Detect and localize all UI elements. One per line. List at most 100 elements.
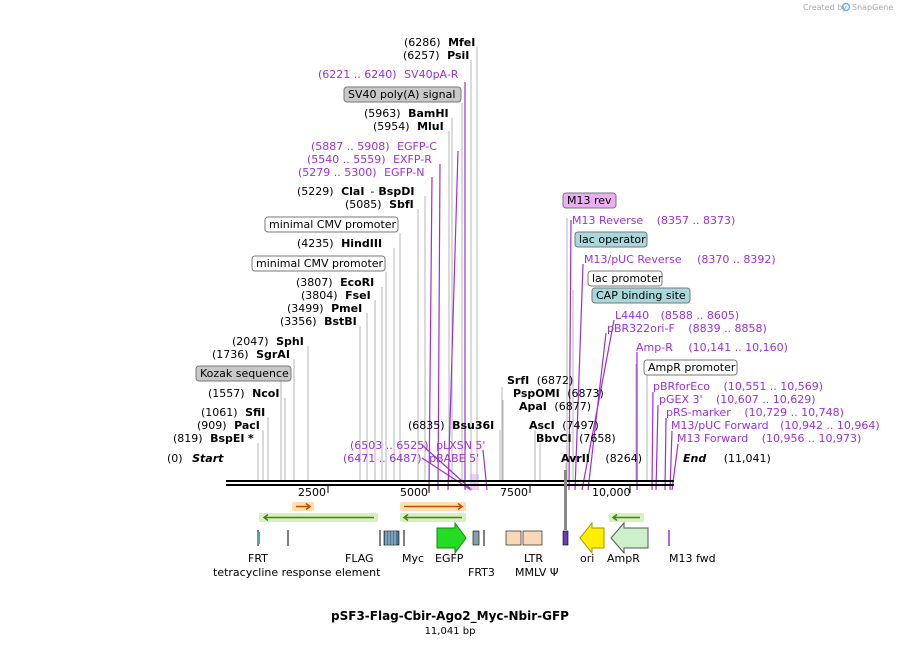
site-apai: ApaI (6877)	[519, 400, 591, 413]
primer-amp-r: Amp-R (10,141 .. 10,160)	[636, 341, 788, 354]
feature-frt3	[472, 530, 480, 546]
box-cap-binding	[591, 287, 691, 304]
primer-sv40pa-r: (6221 .. 6240) SV40pA-R	[318, 68, 459, 81]
site-labels-left: (6286) MfeI (6257) PsiI (5963) BamHI (59…	[167, 36, 494, 465]
primer-arrows	[259, 502, 644, 522]
feature-m13-rev-mark	[562, 530, 569, 546]
box-ampr-promoter	[643, 359, 738, 376]
primer-prs-marker: pRS-marker (10,729 .. 10,748)	[666, 406, 844, 419]
primer-egfp-n: (5279 .. 5300) EGFP-N	[298, 166, 424, 179]
primer-pbr322ori-f: pBR322ori-F (8839 .. 8858)	[607, 322, 767, 335]
box-sv40-polya	[343, 86, 462, 103]
feature-ori-arrow	[579, 521, 605, 555]
boxed-labels: SV40 poly(A) signal minimal CMV promoter…	[195, 86, 738, 382]
feature-label-m13-fwd: M13 fwd	[669, 552, 716, 565]
site-mfei: (6286) MfeI	[404, 36, 475, 49]
site-connectors	[257, 47, 648, 480]
feature-label-egfp: EGFP	[435, 552, 464, 565]
feature-frt-mark	[257, 532, 260, 544]
site-hindiii: (4235) HindIII	[297, 237, 382, 250]
primer-m13-forward: M13 Forward (10,956 .. 10,973)	[677, 432, 861, 445]
feature-label-frt: FRT	[248, 552, 268, 565]
primer-m13-puc-forward: M13/pUC Forward (10,942 .. 10,964)	[671, 419, 880, 432]
site-ncoi: (1557) NcoI	[208, 387, 279, 400]
feature-label-mmlv: MMLV Ψ	[515, 566, 559, 579]
ruler-tick-5000: 5000	[400, 486, 428, 499]
site-asci: AscI (7497)	[529, 419, 599, 432]
primer-connectors	[421, 82, 679, 491]
ruler: 2500 5000 7500 10,000	[298, 486, 631, 499]
feature-label-flag: FLAG	[345, 552, 374, 565]
box-cap-binding-label: CAP binding site	[596, 289, 686, 302]
box-ampr-promoter-label: AmpR promoter	[648, 361, 736, 374]
feature-mmlv-psi	[522, 530, 543, 546]
site-fsei: (3804) FseI	[301, 289, 371, 302]
ruler-tick-7500: 7500	[500, 486, 528, 499]
feature-label-ori: ori	[580, 552, 594, 565]
feature-label-ltr: LTR	[524, 552, 543, 565]
primer-pbabe: (6471 .. 6487) pBABE 5'	[343, 452, 479, 465]
box-kozak-label: Kozak sequence	[200, 367, 289, 380]
site-clai-bspdi: (5229) ClaI - BspDI	[297, 185, 414, 198]
box-lac-promoter	[587, 270, 663, 287]
primer-l4440: L4440 (8588 .. 8605)	[615, 309, 739, 322]
feature-labels: FRT tetracycline response element FLAG M…	[213, 552, 716, 579]
ruler-tick-10000: 10,000	[592, 486, 631, 499]
box-m13-rev-label: M13 rev	[567, 194, 612, 207]
site-sgrai: (1736) SgrAI	[212, 348, 290, 361]
box-min-cmv-2	[251, 255, 386, 272]
site-bstbi: (3356) BstBI	[280, 315, 357, 328]
feature-label-frt3: FRT3	[468, 566, 495, 579]
site-srfi: SrfI (6872)	[507, 374, 573, 387]
site-mlui: (5954) MluI	[373, 120, 444, 133]
ruler-tick-2500: 2500	[298, 486, 326, 499]
snapgene-logo-icon	[841, 2, 851, 12]
primer-plxsn: (6503 .. 6525) pLXSN 5'	[350, 439, 485, 452]
map-length: 11,041 bp	[425, 626, 476, 637]
site-pmei: (3499) PmeI	[287, 302, 362, 315]
primer-exfp-r: (5540 .. 5559) EXFP-R	[307, 153, 432, 166]
site-start: (0) Start	[167, 452, 224, 465]
site-psii: (6257) PsiI	[403, 49, 469, 62]
feature-label-myc: Myc	[402, 552, 424, 565]
feature-lac-cluster	[564, 470, 567, 530]
feature-label-ampr: AmpR	[607, 552, 640, 565]
box-lac-promoter-label: lac promoter	[592, 272, 663, 285]
primer-pbrforeco: pBRforEco (10,551 .. 10,569)	[653, 380, 823, 393]
feature-ltr	[505, 530, 522, 546]
backbone	[226, 480, 674, 486]
primer-pgex3: pGEX 3' (10,607 .. 10,629)	[659, 393, 816, 406]
box-min-cmv-2-label: minimal CMV promoter	[256, 257, 384, 270]
primer-labels: (6221 .. 6240) SV40pA-R (5887 .. 5908) E…	[298, 68, 880, 465]
site-ecori: (3807) EcoRI	[296, 276, 374, 289]
site-bamhi: (5963) BamHI	[364, 107, 449, 120]
credit-prefix: Created by	[803, 3, 847, 12]
box-m13-rev	[562, 192, 617, 209]
feature-egfp-arrow	[436, 521, 467, 555]
primer-m13-puc-reverse: M13/pUC Reverse (8370 .. 8392)	[584, 253, 776, 266]
site-bbvci: BbvCI (7658)	[536, 432, 616, 445]
credit-brand: SnapGene	[852, 3, 893, 12]
box-lac-operator-label: lac operator	[579, 233, 646, 246]
site-sphi: (2047) SphI	[232, 335, 304, 348]
box-sv40-polya-label: SV40 poly(A) signal	[348, 88, 455, 101]
site-avrii: AvrII (8264)	[561, 452, 642, 465]
site-sfii: (1061) SfiI	[201, 406, 265, 419]
map-title: pSF3-Flag-Cbir-Ago2_Myc-Nbir-GFP	[331, 609, 569, 624]
feature-ampr-arrow	[610, 521, 649, 555]
box-kozak	[195, 365, 292, 382]
primer-egfp-c: (5887 .. 5908) EGFP-C	[311, 140, 437, 153]
site-bspei: (819) BspEI *	[173, 432, 254, 445]
primer-m13-reverse: M13 Reverse (8357 .. 8373)	[572, 214, 735, 227]
box-min-cmv-1	[264, 216, 399, 233]
site-pspomi: PspOMI (6873)	[513, 387, 604, 400]
feature-label-tre: tetracycline response element	[213, 566, 381, 579]
site-paci: (909) PacI	[197, 419, 260, 432]
site-end: End (11,041)	[683, 452, 771, 465]
box-min-cmv-1-label: minimal CMV promoter	[269, 218, 397, 231]
site-bsu36i: (6835) Bsu36I	[408, 419, 494, 432]
box-lac-operator	[574, 231, 648, 248]
site-sbfi: (5085) SbfI	[345, 198, 414, 211]
feature-track	[257, 470, 670, 555]
